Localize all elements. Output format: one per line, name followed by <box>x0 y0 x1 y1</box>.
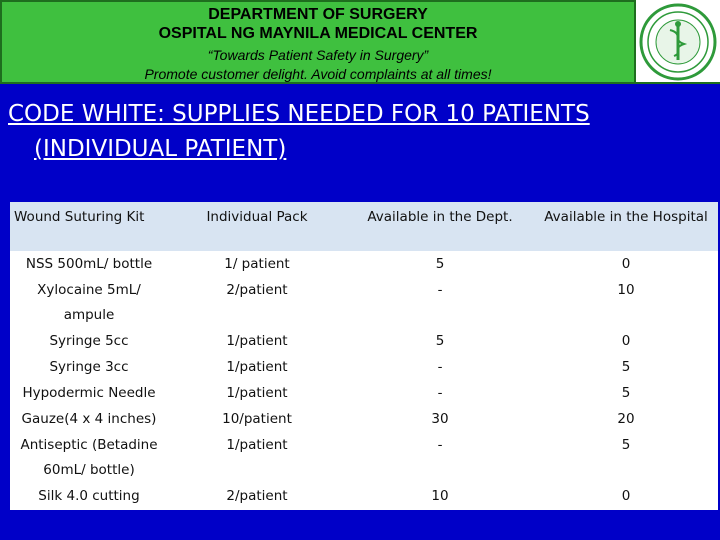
title-line-1: CODE WHITE: SUPPLIES NEEDED FOR 10 PATIE… <box>8 101 590 127</box>
table-row: Hypodermic Needle 1/patient - 5 <box>10 381 718 407</box>
col-header-hospital: Available in the Hospital <box>534 202 718 252</box>
seal-icon <box>639 3 717 81</box>
table-row: Gauze(4 x 4 inches) 10/patient 30 20 <box>10 407 718 433</box>
dept-cell: 5 <box>346 329 534 355</box>
table-row: Silk 4.0 cutting 2/patient 10 0 <box>10 484 718 510</box>
hospital-cell: 0 <box>534 329 718 355</box>
dept-cell: 5 <box>346 252 534 278</box>
hospital-cell: 20 <box>534 407 718 433</box>
hospital-cell: 0 <box>534 252 718 278</box>
dept-cell: 10 <box>346 484 534 510</box>
col-header-item: Wound Suturing Kit <box>10 202 168 252</box>
table-row: NSS 500mL/ bottle 1/ patient 5 0 <box>10 252 718 278</box>
slogan: Promote customer delight. Avoid complain… <box>144 66 492 82</box>
qty-cell: 1/patient <box>168 433 346 484</box>
dept-cell: - <box>346 355 534 381</box>
col-header-pack: Individual Pack <box>168 202 346 252</box>
table-row: Xylocaine 5mL/ ampule 2/patient - 10 <box>10 278 718 329</box>
hospital-cell: 5 <box>534 355 718 381</box>
hospital-cell: 5 <box>534 433 718 484</box>
item-cell: NSS 500mL/ bottle <box>10 252 168 278</box>
item-cell: Xylocaine 5mL/ ampule <box>10 278 168 329</box>
item-cell: Silk 4.0 cutting <box>10 484 168 510</box>
col-header-dept: Available in the Dept. <box>346 202 534 252</box>
slide-title: CODE WHITE: SUPPLIES NEEDED FOR 10 PATIE… <box>8 97 708 167</box>
item-cell: Syringe 5cc <box>10 329 168 355</box>
table-row: Syringe 5cc 1/patient 5 0 <box>10 329 718 355</box>
item-cell: Hypodermic Needle <box>10 381 168 407</box>
department-header: DEPARTMENT OF SURGERY OSPITAL NG MAYNILA… <box>0 0 636 84</box>
hospital-cell: 0 <box>534 484 718 510</box>
motto: “Towards Patient Safety in Surgery” <box>207 47 429 63</box>
table-row: Antiseptic (Betadine 60mL/ bottle) 1/pat… <box>10 433 718 484</box>
qty-cell: 1/ patient <box>168 252 346 278</box>
dept-cell: - <box>346 381 534 407</box>
qty-cell: 10/patient <box>168 407 346 433</box>
hospital-cell: 10 <box>534 278 718 329</box>
dept-cell: - <box>346 278 534 329</box>
department-name: DEPARTMENT OF SURGERY <box>208 6 428 23</box>
table-row: Syringe 3cc 1/patient - 5 <box>10 355 718 381</box>
hospital-name: OSPITAL NG MAYNILA MEDICAL CENTER <box>158 25 478 42</box>
hospital-seal-logo <box>636 0 720 84</box>
hospital-cell: 5 <box>534 381 718 407</box>
qty-cell: 2/patient <box>168 278 346 329</box>
qty-cell: 1/patient <box>168 381 346 407</box>
dept-cell: 30 <box>346 407 534 433</box>
dept-cell: - <box>346 433 534 484</box>
item-cell: Gauze(4 x 4 inches) <box>10 407 168 433</box>
item-cell: Syringe 3cc <box>10 355 168 381</box>
qty-cell: 1/patient <box>168 329 346 355</box>
item-cell: Antiseptic (Betadine 60mL/ bottle) <box>10 433 168 484</box>
qty-cell: 1/patient <box>168 355 346 381</box>
qty-cell: 2/patient <box>168 484 346 510</box>
table-header-row: Wound Suturing Kit Individual Pack Avail… <box>10 202 718 252</box>
supplies-table: Wound Suturing Kit Individual Pack Avail… <box>10 202 718 510</box>
title-line-2: (INDIVIDUAL PATIENT) <box>34 136 287 162</box>
